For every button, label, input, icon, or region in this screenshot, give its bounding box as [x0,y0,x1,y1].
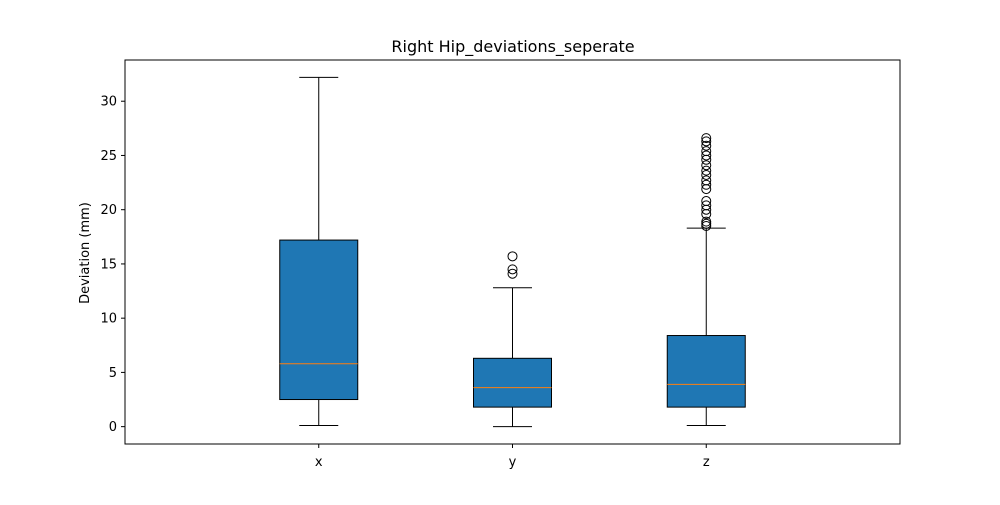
outlier-point [701,175,712,186]
outlier-point [701,146,712,157]
outlier-point [701,196,712,207]
x-tick-label: z [703,455,710,470]
outlier-point [507,264,518,275]
plot-area [279,76,746,428]
y-tick-label: 25 [100,149,117,164]
outlier-point [701,133,712,144]
box-group-x [279,76,359,427]
outlier-point [701,140,712,151]
y-tick-label: 20 [100,203,117,218]
outlier-point [701,216,712,227]
outlier-point [701,218,712,229]
outlier-point [701,136,712,147]
y-tick-label: 15 [100,257,117,272]
outlier-point [701,179,712,190]
box [666,335,746,408]
y-tick-label: 30 [100,95,117,110]
box [279,239,359,401]
outlier-point [701,200,712,211]
outlier-point [507,268,518,279]
box-group-z [666,133,746,427]
y-tick-label: 5 [109,366,117,381]
outlier-point [507,251,518,262]
y-tick-label: 10 [100,312,117,327]
box [473,357,552,408]
outlier-point [701,150,712,161]
outlier-point [701,165,712,176]
y-axis-label: Deviation (mm) [78,202,93,304]
x-tick-label: x [315,455,323,470]
outlier-point [701,169,712,180]
outlier-point [701,160,712,171]
box-group-y [473,251,552,428]
chart-title: Right Hip_deviations_seperate [391,37,634,57]
y-tick-label: 0 [109,420,117,435]
x-tick-label: y [509,455,517,470]
